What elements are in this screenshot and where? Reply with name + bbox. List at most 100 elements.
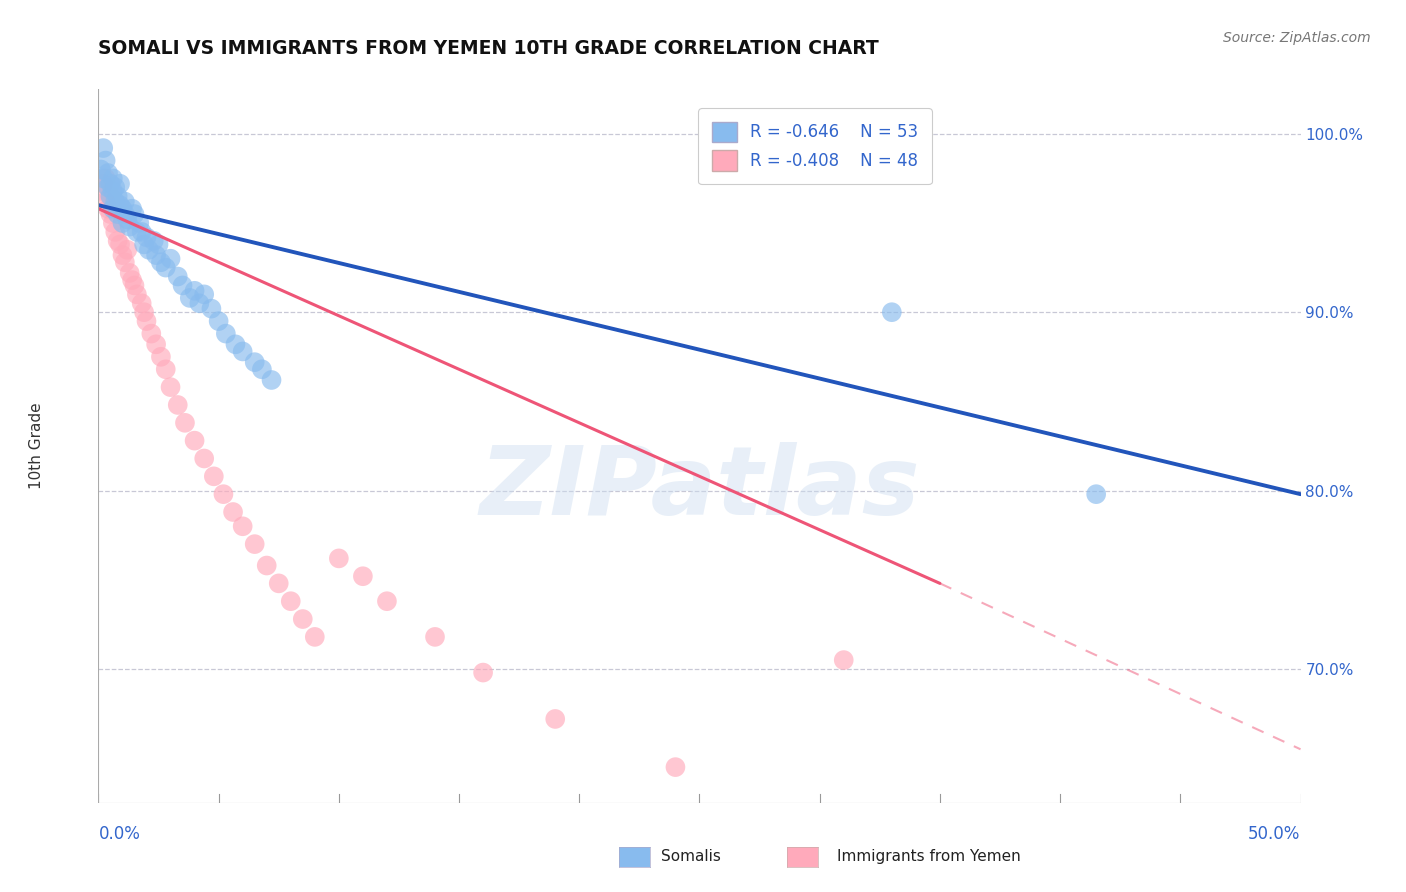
- Point: [100, 207, 122, 221]
- Point: [104, 194, 127, 209]
- Point: [104, 225, 127, 239]
- Point: [97, 166, 120, 180]
- Point: [200, 301, 222, 316]
- Point: [108, 177, 131, 191]
- Point: [188, 296, 211, 310]
- Point: [148, 237, 170, 252]
- Point: [159, 380, 181, 394]
- Point: [131, 225, 153, 239]
- Point: [155, 260, 177, 275]
- Point: [149, 350, 172, 364]
- Point: [107, 207, 129, 221]
- Point: [212, 487, 235, 501]
- Point: [159, 252, 181, 266]
- Point: [100, 177, 122, 191]
- Text: SOMALI VS IMMIGRANTS FROM YEMEN 10TH GRADE CORRELATION CHART: SOMALI VS IMMIGRANTS FROM YEMEN 10TH GRA…: [98, 39, 879, 58]
- Point: [128, 216, 150, 230]
- Point: [101, 216, 124, 230]
- Point: [118, 266, 141, 280]
- Point: [222, 505, 245, 519]
- Point: [117, 243, 139, 257]
- Point: [131, 296, 153, 310]
- Point: [101, 202, 124, 216]
- Point: [100, 189, 122, 203]
- Point: [114, 194, 136, 209]
- Point: [166, 269, 188, 284]
- Point: [544, 712, 567, 726]
- Point: [135, 230, 157, 244]
- Legend: R = -0.646    N = 53, R = -0.408    N = 48: R = -0.646 N = 53, R = -0.408 N = 48: [699, 108, 932, 184]
- Point: [107, 234, 129, 248]
- Point: [121, 202, 143, 216]
- Point: [328, 551, 350, 566]
- Text: 0.0%: 0.0%: [98, 825, 141, 843]
- Point: [111, 216, 134, 230]
- Point: [250, 362, 273, 376]
- Point: [138, 243, 160, 257]
- Point: [260, 373, 283, 387]
- Point: [108, 198, 131, 212]
- Point: [208, 314, 231, 328]
- Point: [304, 630, 326, 644]
- Point: [149, 255, 172, 269]
- Point: [256, 558, 278, 573]
- Point: [243, 537, 266, 551]
- Point: [101, 171, 124, 186]
- Point: [104, 180, 127, 194]
- Point: [179, 291, 201, 305]
- Point: [94, 153, 117, 168]
- Point: [832, 653, 855, 667]
- Point: [94, 171, 117, 186]
- Point: [280, 594, 302, 608]
- Point: [111, 248, 134, 262]
- Point: [423, 630, 446, 644]
- Point: [111, 202, 134, 216]
- Point: [291, 612, 314, 626]
- Point: [193, 451, 215, 466]
- Point: [224, 337, 246, 351]
- Point: [91, 171, 114, 186]
- Point: [124, 207, 146, 221]
- Point: [135, 314, 157, 328]
- Point: [97, 202, 120, 216]
- Point: [155, 362, 177, 376]
- Point: [243, 355, 266, 369]
- Point: [472, 665, 495, 680]
- Point: [91, 141, 114, 155]
- Point: [232, 519, 254, 533]
- Point: [183, 434, 205, 448]
- Point: [91, 177, 114, 191]
- Point: [174, 416, 197, 430]
- Point: [124, 278, 146, 293]
- Text: Immigrants from Yemen: Immigrants from Yemen: [837, 849, 1021, 863]
- Point: [132, 305, 155, 319]
- Text: Source: ZipAtlas.com: Source: ZipAtlas.com: [1223, 31, 1371, 45]
- Point: [142, 234, 165, 248]
- Text: 10th Grade: 10th Grade: [30, 402, 45, 490]
- Point: [132, 237, 155, 252]
- Point: [1085, 487, 1108, 501]
- Point: [101, 184, 124, 198]
- Point: [118, 219, 141, 234]
- Point: [267, 576, 290, 591]
- Point: [117, 212, 139, 227]
- Text: ZIPatlas: ZIPatlas: [479, 442, 920, 535]
- Point: [145, 248, 167, 262]
- Point: [141, 326, 163, 341]
- Point: [121, 273, 143, 287]
- Point: [94, 194, 117, 209]
- Point: [166, 398, 188, 412]
- Point: [125, 287, 148, 301]
- Point: [114, 255, 136, 269]
- Point: [107, 189, 129, 203]
- Point: [352, 569, 374, 583]
- Point: [664, 760, 686, 774]
- Point: [202, 469, 225, 483]
- Text: 50.0%: 50.0%: [1249, 825, 1301, 843]
- Point: [193, 287, 215, 301]
- Point: [114, 207, 136, 221]
- Point: [880, 305, 903, 319]
- Point: [375, 594, 398, 608]
- Point: [97, 180, 120, 194]
- Point: [183, 284, 205, 298]
